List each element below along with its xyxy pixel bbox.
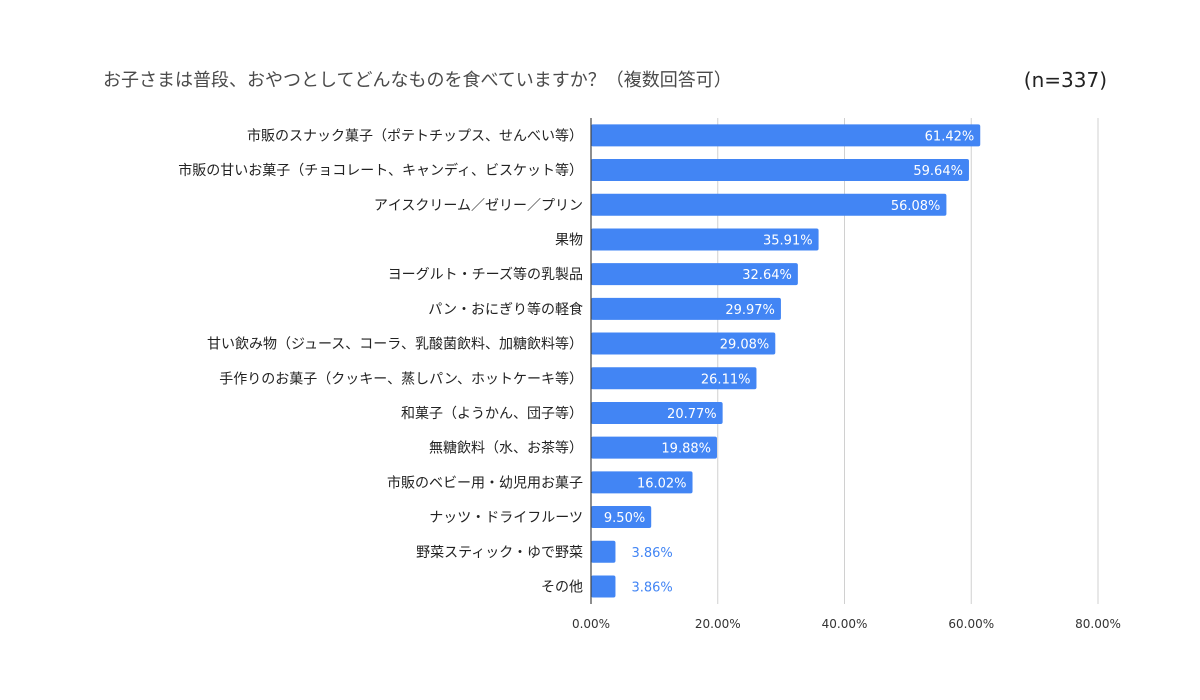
category-label: その他 bbox=[541, 579, 583, 595]
category-label: 市販のベビー用・幼児用お菓子 bbox=[387, 474, 583, 491]
x-tick-label: 40.00% bbox=[822, 617, 868, 631]
bar bbox=[591, 401, 723, 424]
data-label: 16.02% bbox=[637, 476, 687, 491]
bar bbox=[591, 471, 693, 494]
category-label: 市販の甘いお菓子（チョコレート、キャンディ、ビスケット等） bbox=[178, 162, 583, 179]
category-label: ナッツ・ドライフルーツ bbox=[429, 510, 583, 526]
data-label: 32.64% bbox=[742, 268, 792, 283]
data-label: 19.88% bbox=[661, 442, 711, 457]
bar bbox=[591, 124, 981, 147]
category-label: アイスクリーム／ゼリー／プリン bbox=[374, 198, 583, 214]
category-label: 果物 bbox=[555, 232, 583, 248]
data-label: 9.50% bbox=[604, 511, 645, 526]
data-label: 3.86% bbox=[631, 546, 672, 561]
sample-size-note: (n=337) bbox=[1023, 68, 1107, 92]
bar bbox=[591, 506, 652, 529]
x-tick-label: 80.00% bbox=[1075, 617, 1121, 631]
data-label: 29.08% bbox=[720, 338, 770, 353]
data-label: 59.64% bbox=[913, 164, 963, 179]
data-label: 29.97% bbox=[725, 303, 775, 318]
bar bbox=[591, 540, 616, 563]
category-label: 手作りのお菓子（クッキー、蒸しパン、ホットケーキ等） bbox=[219, 370, 583, 387]
x-tick-label: 60.00% bbox=[948, 617, 994, 631]
bar bbox=[591, 332, 776, 355]
category-label: 無糖飲料（水、お茶等） bbox=[429, 440, 583, 457]
bar bbox=[591, 193, 947, 216]
data-label: 3.86% bbox=[631, 580, 672, 595]
bar bbox=[591, 367, 757, 390]
category-label: 甘い飲み物（ジュース、コーラ、乳酸菌飲料、加糖飲料等） bbox=[207, 336, 583, 353]
chart-title: お子さまは普段、おやつとしてどんなものを食べていますか？（複数回答可） bbox=[103, 70, 732, 91]
data-label: 20.77% bbox=[667, 407, 717, 422]
bar bbox=[591, 228, 819, 251]
category-label: ヨーグルト・チーズ等の乳製品 bbox=[388, 266, 583, 283]
data-label: 26.11% bbox=[701, 372, 751, 387]
x-tick-label: 20.00% bbox=[695, 617, 741, 631]
bar bbox=[591, 263, 798, 286]
data-label: 56.08% bbox=[891, 199, 941, 214]
category-label: 野菜スティック・ゆで野菜 bbox=[416, 545, 583, 561]
bar bbox=[591, 436, 717, 459]
bar bbox=[591, 575, 616, 598]
category-label: 和菓子（ようかん、団子等） bbox=[401, 405, 583, 422]
bar bbox=[591, 159, 969, 182]
x-tick-label: 0.00% bbox=[572, 617, 610, 631]
data-label: 35.91% bbox=[763, 233, 813, 248]
bar bbox=[591, 297, 781, 320]
category-label: パン・おにぎり等の軽食 bbox=[428, 301, 583, 318]
category-label: 市販のスナック菓子（ポテトチップス、せんべい等） bbox=[247, 127, 583, 144]
data-label: 61.42% bbox=[925, 129, 975, 144]
